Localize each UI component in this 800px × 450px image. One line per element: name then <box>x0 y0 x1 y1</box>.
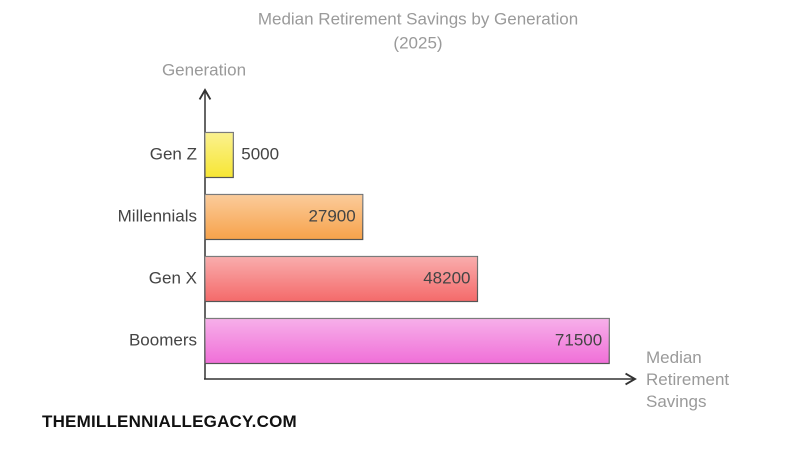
y-tick-label: Gen X <box>149 268 197 287</box>
bar <box>204 131 234 179</box>
value-label: 5000 <box>241 144 279 163</box>
x-axis-label: Median Retirement Savings <box>646 348 730 411</box>
y-tick-label: Gen Z <box>150 144 197 163</box>
y-tick-label: Boomers <box>129 330 197 349</box>
value-label: 71500 <box>555 330 602 349</box>
chart-subtitle: (2025) <box>393 33 442 52</box>
bar <box>204 317 610 365</box>
y-tick-label: Millennials <box>118 206 197 225</box>
footer: THEMILLENNIALLEGACY.COM <box>42 412 297 431</box>
chart-title: Median Retirement Savings by Generation <box>258 9 578 28</box>
y-axis-label: Generation <box>162 60 246 79</box>
value-label: 48200 <box>423 268 470 287</box>
value-label: 27900 <box>308 206 355 225</box>
